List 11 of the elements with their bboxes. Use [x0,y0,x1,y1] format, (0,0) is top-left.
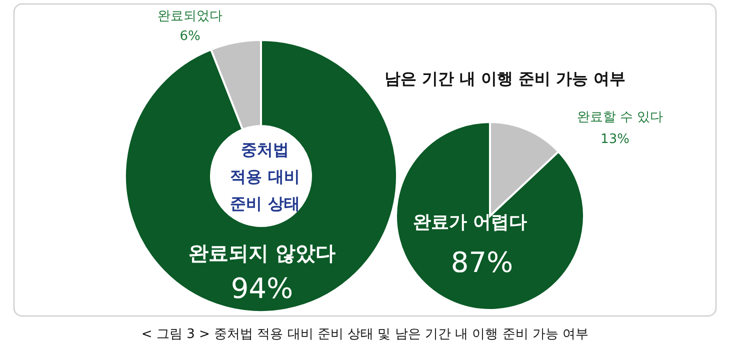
slice-label: 완료할 수 있다 [576,110,664,125]
data-label: 13% [600,132,630,147]
slice-label: 완료가 어렵다 [412,212,528,233]
chart-title: 남은 기간 내 이행 준비 가능 여부 [384,69,626,88]
data-label: 6% [180,29,200,44]
slice-label: 완료되지 않았다 [188,241,336,265]
data-label: 94% [230,272,294,305]
text: < 그림 3 > 중처법 적용 대비 준비 상태 및 남은 기간 내 이행 준비 가능 여부 [141,327,589,342]
slice-label: 완료되었다 [158,9,222,24]
data-label: 87% [450,246,514,279]
text: 중처법 적용 대비 준비 상태 [230,140,300,213]
